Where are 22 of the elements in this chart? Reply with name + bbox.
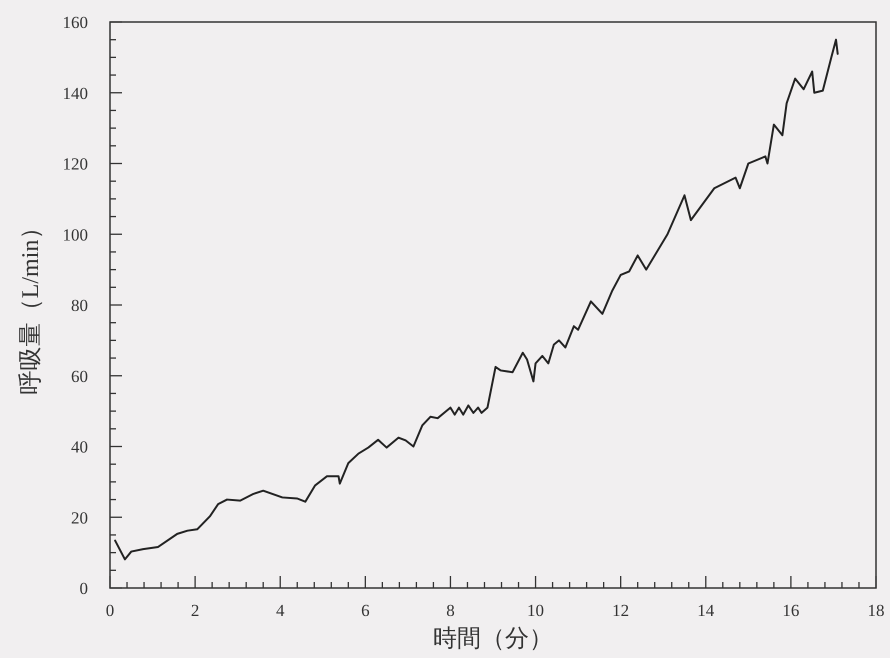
x-tick-label: 2	[190, 601, 200, 620]
x-tick-label: 0	[106, 601, 114, 620]
y-tick-label: 140	[62, 84, 88, 103]
x-tick-label: 18	[868, 601, 884, 620]
x-tick-label: 16	[782, 601, 800, 620]
y-tick-label: 160	[62, 13, 88, 32]
x-tick-label: 8	[446, 601, 455, 620]
x-tick-label: 4	[276, 601, 285, 620]
x-axis-title: 時間（分）	[433, 626, 553, 652]
line-series	[114, 38, 839, 560]
y-tick-label: 80	[71, 296, 88, 315]
x-tick-label: 10	[527, 601, 544, 620]
y-tick-label: 100	[62, 225, 88, 244]
y-tick-label: 60	[71, 366, 88, 386]
y-tick-label: 20	[71, 508, 88, 528]
x-tick-label: 12	[612, 601, 630, 620]
x-tick-label: 14	[697, 601, 715, 620]
x-tick-label: 6	[361, 601, 370, 620]
y-tick-label: 0	[80, 579, 88, 598]
y-axis-title: 呼吸量（L/min）	[18, 216, 44, 394]
y-tick-label: 40	[71, 438, 88, 456]
y-tick-label: 120	[62, 154, 88, 174]
